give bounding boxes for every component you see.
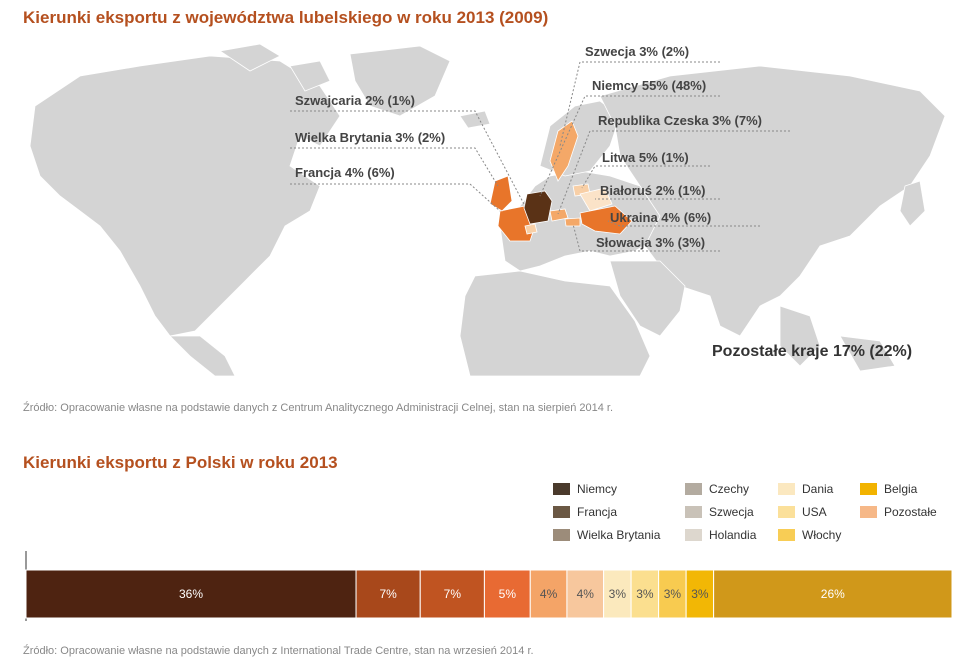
bar-data-label: 5% xyxy=(499,587,517,601)
bar-data-label: 3% xyxy=(609,587,627,601)
chart-source: Źródło: Opracowanie własne na podstawie … xyxy=(23,645,534,657)
bar-data-label: 36% xyxy=(179,587,203,601)
legend-swatch xyxy=(685,529,702,541)
legend-swatch xyxy=(778,483,795,495)
label-szwajcaria: Szwajcaria 2% (1%) xyxy=(295,93,415,108)
legend-label: Czechy xyxy=(709,482,750,496)
legend-swatch xyxy=(685,506,702,518)
bar-segment xyxy=(603,569,632,619)
legend-label: Włochy xyxy=(802,528,842,542)
bar-segment xyxy=(566,569,605,619)
switzerland-shape xyxy=(524,223,538,235)
bar-data-label: 4% xyxy=(577,587,595,601)
bar-segment xyxy=(658,569,687,619)
label-slowacja: Słowacja 3% (3%) xyxy=(596,235,705,250)
land-masses xyxy=(29,43,946,376)
legend-label: Belgia xyxy=(884,482,918,496)
legend-label: Pozostałe xyxy=(884,505,937,519)
bar-data-label: 3% xyxy=(691,587,709,601)
bar-segment xyxy=(419,569,485,619)
legend-item: Wielka Brytania xyxy=(553,528,660,542)
label-francja: Francja 4% (6%) xyxy=(295,165,395,180)
legend-item: Dania xyxy=(778,482,833,496)
bar-segment xyxy=(685,569,715,619)
bar-segment xyxy=(483,569,531,619)
bar-data-label: 26% xyxy=(821,587,845,601)
bar-segment xyxy=(25,569,357,619)
stacked-bar-chart: 36% 7% 7% 5% 4% 4% 3% 3% 3% 3% 26% xyxy=(25,551,953,621)
ukraine-shape xyxy=(579,205,633,235)
uk-shape xyxy=(489,175,513,212)
bar-data-label: 3% xyxy=(664,587,682,601)
legend-swatch xyxy=(778,506,795,518)
legend-item: Czechy xyxy=(685,482,749,496)
legend-item: USA xyxy=(778,505,827,519)
label-bialorus: Białoruś 2% (1%) xyxy=(600,183,705,198)
legend-label: Dania xyxy=(802,482,834,496)
label-wielka-brytania: Wielka Brytania 3% (2%) xyxy=(295,130,445,145)
legend-label: Szwecja xyxy=(709,505,754,519)
legend-swatch xyxy=(778,529,795,541)
legend-item: Holandia xyxy=(685,528,756,542)
bar-data-label: 4% xyxy=(540,587,558,601)
world-map: Szwajcaria 2% (1%) Wielka Brytania 3% (2… xyxy=(29,43,946,376)
bar-data-label: 7% xyxy=(379,587,397,601)
label-czechy: Republika Czeska 3% (7%) xyxy=(598,113,762,128)
sweden-shape xyxy=(549,120,579,182)
legend-item: Pozostałe xyxy=(860,505,937,519)
bar-segment xyxy=(713,569,953,619)
legend-label: Wielka Brytania xyxy=(577,528,661,542)
label-szwecja: Szwecja 3% (2%) xyxy=(585,44,689,59)
legend-item: Włochy xyxy=(778,528,841,542)
label-niemcy: Niemcy 55% (48%) xyxy=(592,78,706,93)
legend-label: Francja xyxy=(577,505,618,519)
legend-item: Szwecja xyxy=(685,505,754,519)
label-pozostale: Pozostałe kraje 17% (22%) xyxy=(712,343,912,360)
germany-shape xyxy=(523,190,553,225)
legend-swatch xyxy=(685,483,702,495)
bar-segment xyxy=(355,569,421,619)
slovakia-shape xyxy=(564,217,581,227)
bar-data-label: 7% xyxy=(444,587,462,601)
bar-data-label: 3% xyxy=(636,587,654,601)
legend-swatch xyxy=(553,529,570,541)
legend-swatch xyxy=(553,483,570,495)
legend-label: Holandia xyxy=(709,528,757,542)
bar-segment xyxy=(529,569,568,619)
map-title: Kierunki eksportu z województwa lubelski… xyxy=(23,8,549,27)
label-litwa: Litwa 5% (1%) xyxy=(602,150,689,165)
leader-lines xyxy=(290,61,790,252)
legend-swatch xyxy=(553,506,570,518)
map-source: Źródło: Opracowanie własne na podstawie … xyxy=(23,402,614,414)
label-ukraina: Ukraina 4% (6%) xyxy=(610,210,711,225)
legend-item: Francja xyxy=(553,505,617,519)
bar-segment xyxy=(630,569,660,619)
legend-swatch xyxy=(860,506,877,518)
legend-swatch xyxy=(860,483,877,495)
legend-item: Niemcy xyxy=(553,482,617,496)
legend-item: Belgia xyxy=(860,482,917,496)
legend-label: USA xyxy=(802,505,827,519)
bar-segments: 36% 7% 7% 5% 4% 4% 3% 3% 3% 3% 26% xyxy=(25,569,953,619)
chart-title: Kierunki eksportu z Polski w roku 2013 xyxy=(23,453,338,472)
legend-label: Niemcy xyxy=(577,482,618,496)
